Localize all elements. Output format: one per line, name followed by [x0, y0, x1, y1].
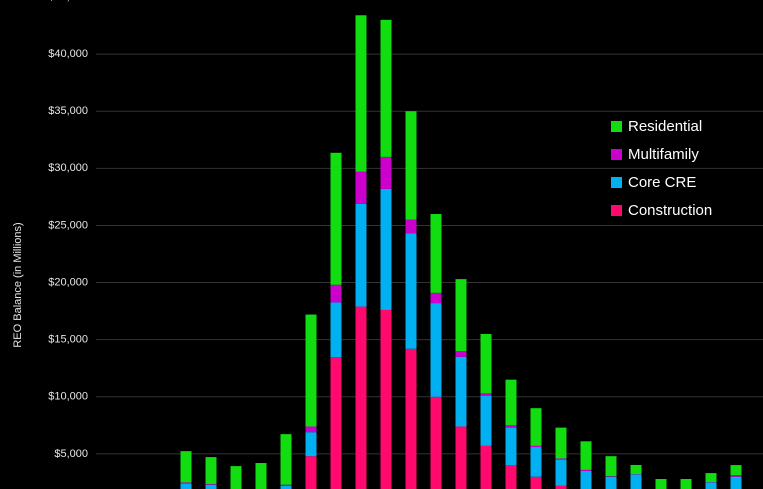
legend-swatch: [611, 121, 622, 132]
bar-segment: [280, 434, 292, 485]
bar-segment: [355, 306, 367, 489]
bar-segment: [480, 333, 492, 394]
bar-segment: [380, 309, 392, 489]
bar-segment: [205, 457, 217, 485]
legend-label: Construction: [628, 202, 712, 219]
bar-segment: [230, 466, 242, 489]
bar-segment: [305, 456, 317, 489]
bar-segment: [380, 188, 392, 310]
bar-segment: [530, 447, 542, 477]
bar-segment: [355, 171, 367, 204]
bar-segment: [205, 484, 217, 489]
bar-segment: [280, 485, 292, 489]
bar-segment: [505, 465, 517, 489]
bar-segment: [505, 427, 517, 466]
bar-segment: [330, 302, 342, 358]
bar-segment: [730, 465, 742, 476]
bar-segment: [430, 303, 442, 397]
y-axis-title: REO Balance (in Millions): [12, 222, 24, 347]
legend-swatch: [611, 149, 622, 160]
bar-segment: [530, 408, 542, 446]
bar-segment: [405, 111, 417, 220]
bar-segment: [705, 482, 717, 489]
bar-segment: [605, 476, 617, 477]
bar-segment: [455, 356, 467, 427]
bar-segment: [430, 292, 442, 304]
y-tick-label: $20,000: [48, 276, 88, 288]
bar-segment: [530, 476, 542, 489]
bar-segment: [180, 451, 192, 483]
y-tick-label: $5,000: [54, 448, 88, 460]
bar-segment: [680, 479, 692, 489]
bar-segment: [455, 351, 467, 357]
bar-segment: [555, 427, 567, 459]
y-tick-label: $15,000: [48, 334, 88, 346]
bar-segment: [405, 348, 417, 489]
bar-segment: [405, 219, 417, 234]
bar-segment: [455, 426, 467, 489]
bar-segment: [555, 459, 567, 486]
bar-segment: [730, 476, 742, 489]
bar-segment: [505, 379, 517, 426]
bar-segment: [380, 19, 392, 157]
bar-segment: [505, 425, 517, 428]
y-tick-label: $10,000: [48, 391, 88, 403]
bar-segment: [280, 484, 292, 486]
bar-segment: [330, 284, 342, 303]
legend-label: Core CRE: [628, 174, 696, 191]
bar-segment: [330, 152, 342, 285]
bar-segment: [605, 476, 617, 489]
bar-segment: [530, 445, 542, 448]
y-tick-label: $25,000: [48, 219, 88, 231]
bar-segment: [580, 469, 592, 472]
bar-segment: [205, 484, 217, 485]
bar-segment: [630, 464, 642, 475]
y-tick-label: $45,000: [48, 0, 88, 3]
y-tick-label: $35,000: [48, 105, 88, 117]
legend-label: Residential: [628, 118, 702, 135]
bar-segment: [180, 483, 192, 489]
bar-segment: [355, 15, 367, 172]
bar-segment: [480, 395, 492, 446]
bar-segment: [430, 396, 442, 489]
bar-segment: [305, 432, 317, 457]
bar-segment: [580, 441, 592, 470]
bar-segment: [405, 233, 417, 349]
bar-segment: [605, 456, 617, 477]
legend-label: Multifamily: [628, 146, 699, 163]
bar-segment: [430, 214, 442, 293]
bar-segment: [380, 156, 392, 189]
bar-segment: [305, 426, 317, 433]
bar-segment: [355, 203, 367, 307]
bar-segment: [180, 482, 192, 484]
bar-segment: [580, 471, 592, 489]
legend-swatch: [611, 177, 622, 188]
bar-segment: [730, 475, 742, 477]
bar-segment: [480, 393, 492, 396]
bar-segment: [255, 463, 267, 489]
bar-segment: [555, 485, 567, 489]
bar-segment: [555, 458, 567, 460]
bar-segment: [330, 357, 342, 489]
bar-segment: [630, 474, 642, 489]
bar-segment: [455, 279, 467, 352]
y-tick-label: $30,000: [48, 162, 88, 174]
bar-segment: [705, 473, 717, 483]
bar-segment: [655, 479, 667, 489]
bar-segment: [480, 445, 492, 489]
y-tick-label: $40,000: [48, 48, 88, 60]
legend-swatch: [611, 205, 622, 216]
bar-segment: [305, 314, 317, 427]
